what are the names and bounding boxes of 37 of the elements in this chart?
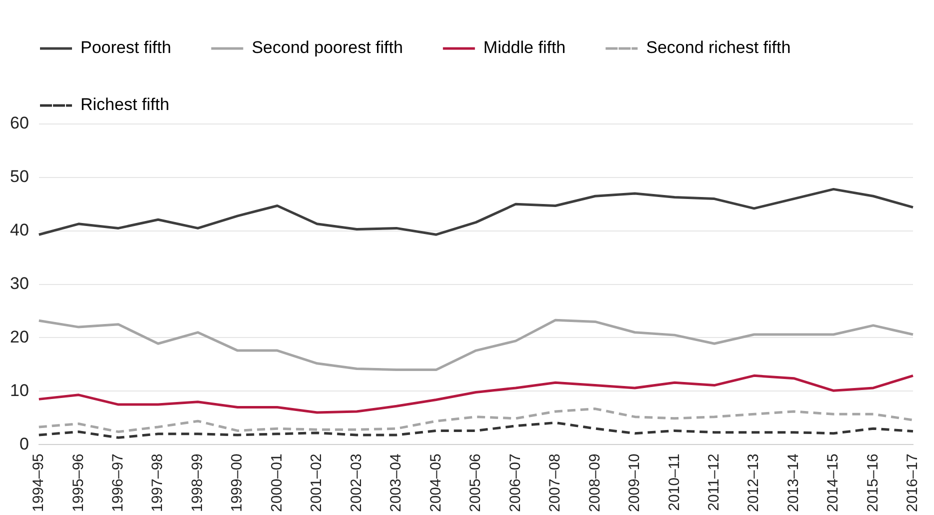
- x-tick-label: 2009–10: [626, 454, 644, 512]
- x-tick-label: 1995–96: [70, 454, 87, 512]
- y-tick-label: 60: [10, 114, 29, 133]
- x-tick-label: 2003–04: [388, 454, 405, 512]
- y-tick-label: 10: [10, 380, 29, 400]
- x-tick-label: 2012–13: [745, 454, 762, 512]
- y-tick-label: 0: [19, 434, 29, 454]
- x-tick-label: 2006–07: [506, 454, 524, 512]
- x-tick-label: 2015–16: [864, 454, 882, 512]
- x-tick-label: 2001–02: [308, 454, 326, 512]
- x-tick-label: 2016–17: [904, 454, 922, 512]
- x-tick-label: 2013–14: [784, 454, 802, 512]
- x-tick-label: 1997–98: [149, 454, 166, 512]
- legend-label: Second poorest fifth: [252, 38, 403, 58]
- legend-label: Richest fifth: [80, 95, 170, 114]
- legend-label: Middle fifth: [483, 38, 566, 58]
- legend-label: Poorest fifth: [80, 38, 172, 58]
- x-tick-label: 2008–09: [586, 454, 604, 512]
- line-series: [38, 421, 914, 439]
- y-tick-label: 30: [10, 274, 29, 293]
- x-tick-label: 2002–03: [348, 454, 365, 512]
- y-tick-label: 40: [10, 220, 29, 240]
- y-tick-label: 20: [10, 327, 29, 346]
- legend-label: Second richest fifth: [646, 38, 791, 58]
- x-tick-label: 1994–95: [30, 454, 48, 512]
- x-tick-label: 1998–99: [188, 454, 206, 512]
- x-tick-label: 2010–11: [666, 454, 683, 511]
- x-tick-label: 2007–08: [546, 454, 564, 512]
- x-tick-label: 2005–06: [467, 454, 484, 512]
- x-tick-label: 2011–12: [705, 454, 722, 511]
- x-tick-label: 2004–05: [427, 454, 444, 512]
- x-tick-label: 1999–00: [228, 454, 246, 512]
- y-tick-label: 50: [10, 167, 29, 186]
- x-tick-label: 2000–01: [268, 454, 286, 512]
- line-series: [38, 408, 914, 434]
- x-tick-label: 1996–97: [110, 454, 127, 512]
- x-tick-label: 2014–15: [824, 454, 842, 512]
